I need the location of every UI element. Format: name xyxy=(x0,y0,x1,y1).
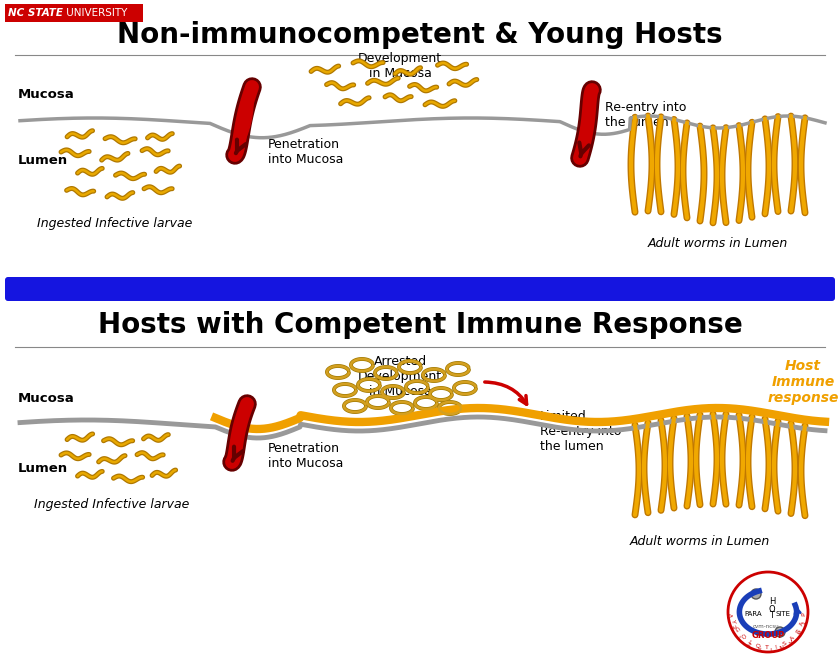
Text: T: T xyxy=(764,645,769,651)
Circle shape xyxy=(775,627,785,637)
Text: Lumen: Lumen xyxy=(18,461,68,475)
Text: A: A xyxy=(799,620,806,626)
Text: T: T xyxy=(769,612,774,620)
Text: Y: Y xyxy=(800,619,806,624)
Text: N: N xyxy=(778,642,784,649)
Text: Hosts with Competent Immune Response: Hosts with Competent Immune Response xyxy=(97,311,743,339)
Text: NC STATE: NC STATE xyxy=(8,8,63,18)
Circle shape xyxy=(751,589,761,599)
Text: H: H xyxy=(769,597,775,607)
Text: Penetration
into Mucosa: Penetration into Mucosa xyxy=(268,442,344,470)
Text: Arrested
Development
in Mucosa: Arrested Development in Mucosa xyxy=(358,355,442,398)
Text: O: O xyxy=(769,605,775,614)
Text: E: E xyxy=(746,640,752,645)
Text: T: T xyxy=(738,632,743,638)
Text: R: R xyxy=(795,628,801,635)
Text: Limited
Re-entry into
the lumen: Limited Re-entry into the lumen xyxy=(540,411,622,453)
Text: PARA: PARA xyxy=(744,611,762,617)
Text: Adult worms in Lumen: Adult worms in Lumen xyxy=(648,237,788,250)
Text: V: V xyxy=(729,613,735,618)
Text: P: P xyxy=(801,612,806,616)
FancyBboxPatch shape xyxy=(5,4,143,22)
Text: A: A xyxy=(787,637,794,644)
Text: L: L xyxy=(747,640,752,645)
Text: Development
in Mucosa: Development in Mucosa xyxy=(358,52,442,80)
Text: R: R xyxy=(795,629,801,635)
Text: Host
Immune
response: Host Immune response xyxy=(767,359,838,405)
FancyBboxPatch shape xyxy=(5,277,835,301)
Text: GROUP: GROUP xyxy=(751,632,785,640)
Text: Re-entry into
the lumen: Re-entry into the lumen xyxy=(605,101,686,129)
Text: E: E xyxy=(732,623,738,629)
Text: O: O xyxy=(754,644,761,649)
Text: SITE: SITE xyxy=(775,611,790,617)
Text: cvm-ncsu: cvm-ncsu xyxy=(753,624,780,630)
Text: I: I xyxy=(774,644,777,649)
Text: G: G xyxy=(733,626,740,633)
Text: Mucosa: Mucosa xyxy=(18,391,75,405)
Text: Y: Y xyxy=(730,618,736,624)
Text: Penetration
into Mucosa: Penetration into Mucosa xyxy=(268,138,344,166)
Text: Ingested Infective larvae: Ingested Infective larvae xyxy=(34,498,190,511)
Text: R: R xyxy=(757,644,762,650)
Text: Adult worms in Lumen: Adult worms in Lumen xyxy=(630,535,770,548)
Text: I: I xyxy=(769,645,771,651)
Text: A: A xyxy=(789,636,795,642)
Text: Lumen: Lumen xyxy=(18,154,68,166)
Text: UNIVERSITY: UNIVERSITY xyxy=(63,8,128,18)
Text: Ingested Infective larvae: Ingested Infective larvae xyxy=(37,217,192,230)
Text: S: S xyxy=(782,641,787,647)
Text: Mucosa: Mucosa xyxy=(18,88,75,102)
Text: O: O xyxy=(738,634,746,640)
Text: Non-immunocompetent & Young Hosts: Non-immunocompetent & Young Hosts xyxy=(118,21,722,49)
